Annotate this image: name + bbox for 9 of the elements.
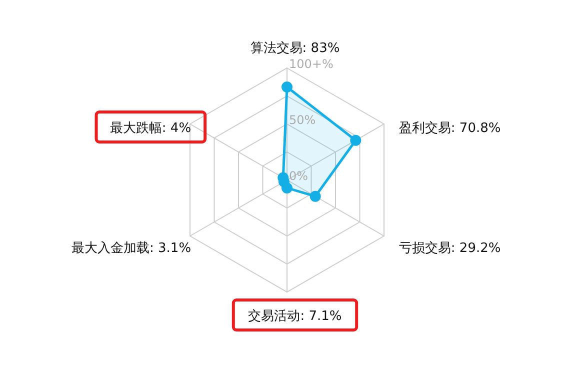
spoke-label: 盈利交易: 70.8%: [398, 120, 501, 136]
y-tick-label: 50%: [289, 113, 316, 127]
spoke-label: 最大入金加载: 3.1%: [72, 241, 192, 256]
spoke-label: 算法交易: 83%: [250, 40, 340, 56]
spoke-label: 亏损交易: 29.2%: [398, 240, 501, 256]
y-tick-label: 100+%: [289, 57, 334, 71]
spoke-label: 交易活动: 7.1%: [248, 308, 342, 324]
y-tick-label: 0%: [289, 169, 308, 183]
spoke-label: 最大跌幅: 4%: [110, 121, 192, 136]
